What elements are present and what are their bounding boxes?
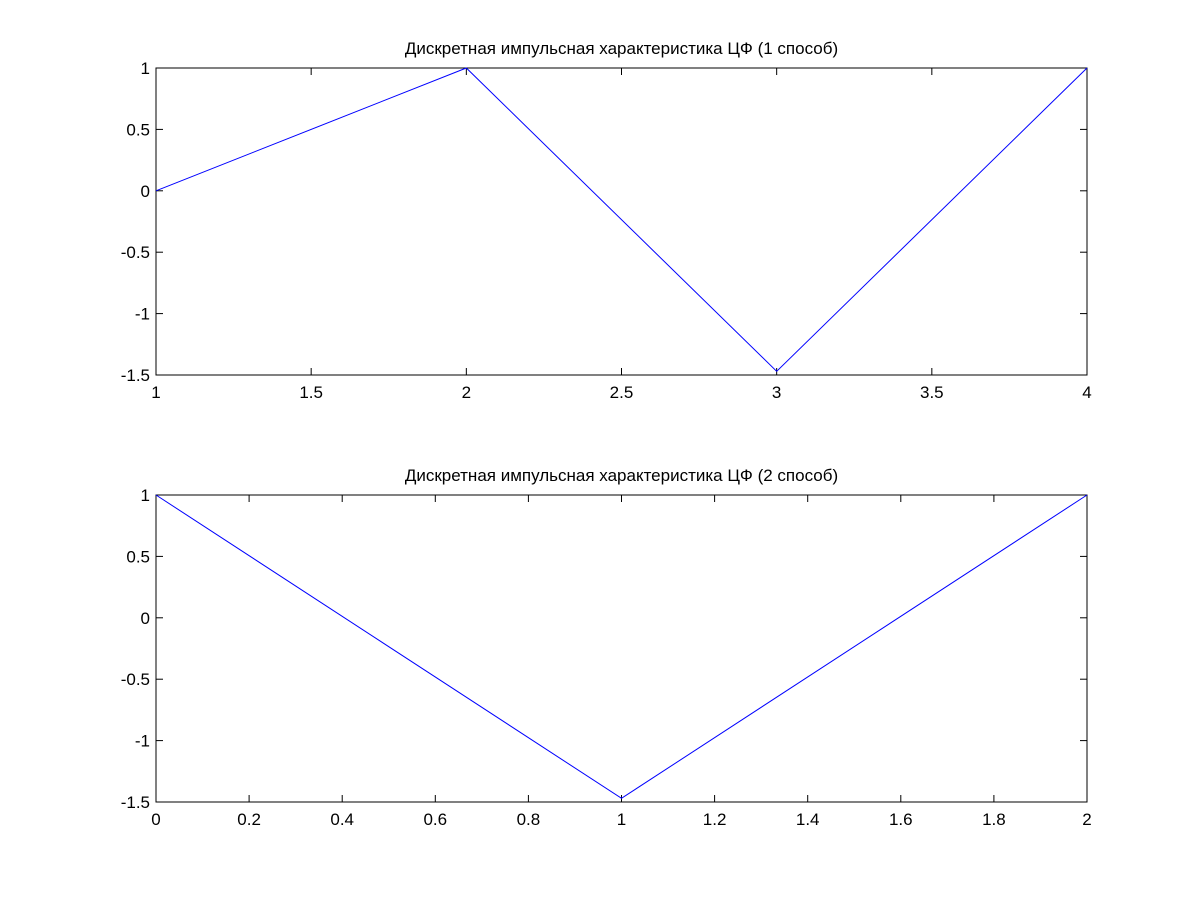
x-tick-label-2: 2 (1082, 810, 1091, 829)
y-tick-label-1: 1 (141, 59, 150, 78)
y-tick-label-1: -1 (135, 305, 150, 324)
chart-title-1: Дискретная импульсная характеристика ЦФ … (405, 39, 838, 58)
y-tick-label-1: -0.5 (121, 243, 150, 262)
y-tick-label-2: -1.5 (121, 793, 150, 812)
y-tick-label-1: 0 (141, 182, 150, 201)
x-tick-label-1: 1 (151, 383, 160, 402)
series-line-1-1 (155, 67, 1088, 373)
subplot-1: Дискретная импульсная характеристика ЦФ … (121, 39, 1092, 402)
x-tick-label-2: 1.2 (703, 810, 727, 829)
x-tick-label-1: 4 (1082, 383, 1091, 402)
y-tick-label-1: 0.5 (126, 120, 150, 139)
x-tick-label-2: 0.2 (237, 810, 261, 829)
x-tick-label-2: 1.8 (982, 810, 1006, 829)
x-tick-label-1: 2.5 (610, 383, 634, 402)
axes-box-2 (155, 494, 1088, 803)
y-tick-label-2: -0.5 (121, 670, 150, 689)
x-tick-label-2: 0 (151, 810, 160, 829)
subplot-2: Дискретная импульсная характеристика ЦФ … (121, 466, 1092, 829)
y-tick-label-2: -1 (135, 732, 150, 751)
x-tick-label-2: 1 (617, 810, 626, 829)
x-tick-label-1: 3 (772, 383, 781, 402)
x-tick-label-2: 1.6 (889, 810, 913, 829)
y-tick-label-2: 0 (141, 609, 150, 628)
chart-title-2: Дискретная импульсная характеристика ЦФ … (405, 466, 838, 485)
y-tick-label-2: 0.5 (126, 547, 150, 566)
x-tick-label-2: 0.6 (423, 810, 447, 829)
series-line-2-1 (155, 494, 1088, 799)
axes-box-1 (155, 67, 1088, 376)
y-tick-label-1: -1.5 (121, 366, 150, 385)
x-tick-label-1: 2 (462, 383, 471, 402)
y-tick-label-2: 1 (141, 486, 150, 505)
x-tick-label-2: 0.4 (330, 810, 354, 829)
x-tick-label-1: 3.5 (920, 383, 944, 402)
x-tick-label-1: 1.5 (299, 383, 323, 402)
x-tick-label-2: 1.4 (796, 810, 820, 829)
x-tick-label-2: 0.8 (517, 810, 541, 829)
